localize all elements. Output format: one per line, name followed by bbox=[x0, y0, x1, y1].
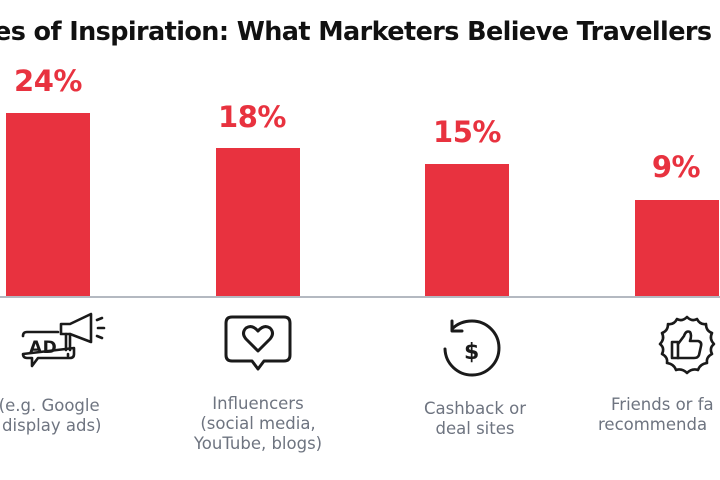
category-label-line: Friends or fa bbox=[611, 395, 714, 414]
heart-speech-bubble-icon bbox=[224, 315, 292, 371]
category-label-influencers: Influencers (social media, YouTube, blog… bbox=[163, 394, 353, 454]
cashback-dollar-icon: $ bbox=[443, 319, 501, 377]
chart-title: es of Inspiration: What Marketers Believ… bbox=[0, 17, 720, 47]
value-label-cashback: 15% bbox=[433, 115, 501, 149]
svg-text:$: $ bbox=[464, 340, 479, 365]
category-label-online-ads: ds (e.g. Google ds, display ads) bbox=[0, 396, 132, 436]
value-label-friends-family: 9% bbox=[651, 150, 701, 184]
svg-text:AD: AD bbox=[29, 338, 57, 358]
category-label-line: Cashback or bbox=[423, 399, 527, 418]
category-label-line: deal sites bbox=[435, 419, 515, 438]
category-label-line: ds (e.g. Google bbox=[0, 396, 100, 415]
category-label-line: (social media, bbox=[200, 414, 316, 433]
value-label-influencers: 18% bbox=[218, 100, 286, 134]
bar-influencers bbox=[216, 148, 300, 296]
category-label-line: ds, display ads) bbox=[0, 416, 102, 435]
category-label-friends-family: Friends or fa recommenda bbox=[598, 395, 720, 435]
bar-friends-family bbox=[635, 200, 719, 296]
category-label-cashback: Cashback or deal sites bbox=[380, 399, 570, 439]
bar-online-ads bbox=[6, 113, 90, 296]
ad-megaphone-icon: AD bbox=[21, 312, 106, 368]
x-axis-baseline bbox=[0, 296, 720, 298]
value-label-online-ads: 24% bbox=[14, 64, 82, 98]
category-label-line: recommenda bbox=[598, 415, 708, 434]
category-label-line: YouTube, blogs) bbox=[193, 434, 323, 453]
bar-cashback bbox=[425, 164, 509, 296]
thumbs-up-badge-icon bbox=[658, 315, 716, 375]
category-label-line: Influencers bbox=[212, 394, 304, 413]
